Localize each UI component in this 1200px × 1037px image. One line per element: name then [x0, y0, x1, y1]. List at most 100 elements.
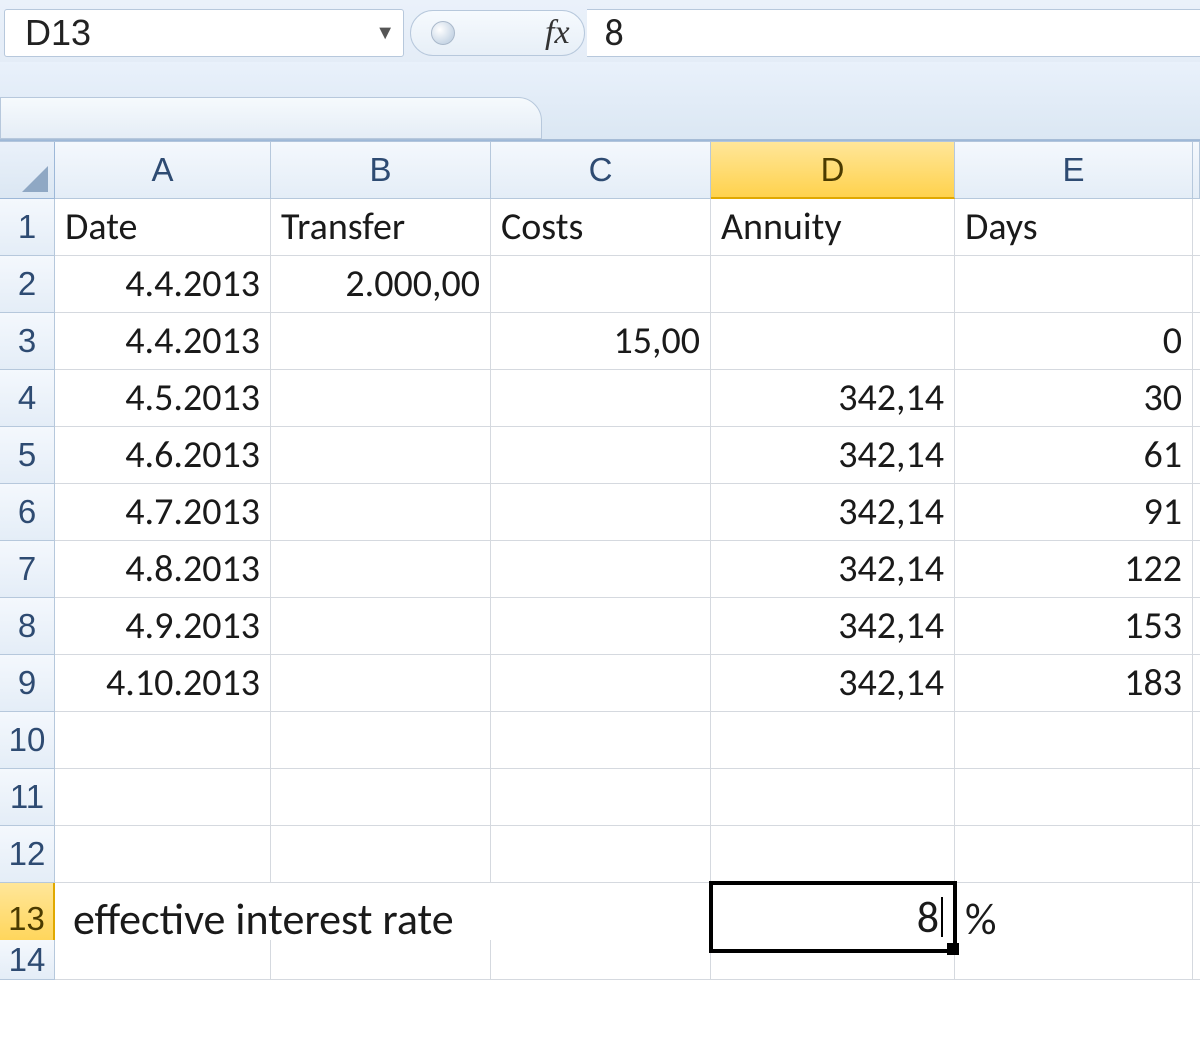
cell-extra-12[interactable] — [1193, 826, 1200, 883]
cell-D1[interactable]: Annuity — [711, 199, 955, 256]
cell-C4[interactable] — [491, 370, 711, 427]
formula-input[interactable]: 8 — [587, 9, 1200, 57]
cell-E2[interactable] — [955, 256, 1193, 313]
row-header-5[interactable]: 5 — [0, 427, 55, 484]
cell-A7[interactable]: 4.8.2013 — [55, 541, 271, 598]
col-header-D[interactable]: D — [711, 142, 955, 199]
cell-E5[interactable]: 61 — [955, 427, 1193, 484]
cell-extra-6[interactable] — [1193, 484, 1200, 541]
cell-A3[interactable]: 4.4.2013 — [55, 313, 271, 370]
cell-D2[interactable] — [711, 256, 955, 313]
cell-B14[interactable] — [271, 940, 491, 980]
row-header-14[interactable]: 14 — [0, 940, 55, 980]
cell-A14[interactable] — [55, 940, 271, 980]
row-header-8[interactable]: 8 — [0, 598, 55, 655]
row-header-6[interactable]: 6 — [0, 484, 55, 541]
cell-D4[interactable]: 342,14 — [711, 370, 955, 427]
cell-extra-4[interactable] — [1193, 370, 1200, 427]
cell-D11[interactable] — [711, 769, 955, 826]
cell-B3[interactable] — [271, 313, 491, 370]
cell-B4[interactable] — [271, 370, 491, 427]
cell-A1[interactable]: Date — [55, 199, 271, 256]
chevron-down-icon[interactable]: ▼ — [375, 21, 395, 45]
cell-E3[interactable]: 0 — [955, 313, 1193, 370]
cell-E7[interactable]: 122 — [955, 541, 1193, 598]
cell-B6[interactable] — [271, 484, 491, 541]
col-header-B[interactable]: B — [271, 142, 491, 199]
cell-B2[interactable]: 2.000,00 — [271, 256, 491, 313]
cell-D12[interactable] — [711, 826, 955, 883]
cell-A8[interactable]: 4.9.2013 — [55, 598, 271, 655]
cell-extra-14[interactable] — [1193, 940, 1200, 980]
cell-D3[interactable] — [711, 313, 955, 370]
cell-E1[interactable]: Days — [955, 199, 1193, 256]
cell-C7[interactable] — [491, 541, 711, 598]
cell-A10[interactable] — [55, 712, 271, 769]
row-header-7[interactable]: 7 — [0, 541, 55, 598]
cell-extra-3[interactable] — [1193, 313, 1200, 370]
cell-extra-7[interactable] — [1193, 541, 1200, 598]
cell-B5[interactable] — [271, 427, 491, 484]
row-header-4[interactable]: 4 — [0, 370, 55, 427]
col-header-E[interactable]: E — [955, 142, 1193, 199]
row-header-2[interactable]: 2 — [0, 256, 55, 313]
cell-C14[interactable] — [491, 940, 711, 980]
cell-A9[interactable]: 4.10.2013 — [55, 655, 271, 712]
cell-extra-10[interactable] — [1193, 712, 1200, 769]
cell-extra-2[interactable] — [1193, 256, 1200, 313]
cell-A11[interactable] — [55, 769, 271, 826]
cell-C8[interactable] — [491, 598, 711, 655]
cell-D5[interactable]: 342,14 — [711, 427, 955, 484]
cell-B10[interactable] — [271, 712, 491, 769]
cell-B1[interactable]: Transfer — [271, 199, 491, 256]
cell-C11[interactable] — [491, 769, 711, 826]
cell-C5[interactable] — [491, 427, 711, 484]
cell-A4[interactable]: 4.5.2013 — [55, 370, 271, 427]
col-header-C[interactable]: C — [491, 142, 711, 199]
fx-icon[interactable]: fx — [545, 14, 570, 52]
cell-B8[interactable] — [271, 598, 491, 655]
cell-A6[interactable]: 4.7.2013 — [55, 484, 271, 541]
cell-extra-5[interactable] — [1193, 427, 1200, 484]
cell-C10[interactable] — [491, 712, 711, 769]
row-header-10[interactable]: 10 — [0, 712, 55, 769]
row-header-12[interactable]: 12 — [0, 826, 55, 883]
cell-D10[interactable] — [711, 712, 955, 769]
cell-C9[interactable] — [491, 655, 711, 712]
name-box[interactable]: D13 ▼ — [4, 9, 404, 57]
col-header-A[interactable]: A — [55, 142, 271, 199]
cell-extra-11[interactable] — [1193, 769, 1200, 826]
row-header-11[interactable]: 11 — [0, 769, 55, 826]
cancel-icon[interactable] — [431, 21, 455, 45]
spreadsheet-grid[interactable]: ABCDE1DateTransferCostsAnnuityDays24.4.2… — [0, 141, 1200, 997]
cell-E9[interactable]: 183 — [955, 655, 1193, 712]
cell-E6[interactable]: 91 — [955, 484, 1193, 541]
cell-D8[interactable]: 342,14 — [711, 598, 955, 655]
cell-A2[interactable]: 4.4.2013 — [55, 256, 271, 313]
cell-D6[interactable]: 342,14 — [711, 484, 955, 541]
cell-C3[interactable]: 15,00 — [491, 313, 711, 370]
cell-E8[interactable]: 153 — [955, 598, 1193, 655]
row-header-9[interactable]: 9 — [0, 655, 55, 712]
row-header-3[interactable]: 3 — [0, 313, 55, 370]
cell-B11[interactable] — [271, 769, 491, 826]
cell-extra-8[interactable] — [1193, 598, 1200, 655]
cell-A12[interactable] — [55, 826, 271, 883]
cell-E11[interactable] — [955, 769, 1193, 826]
cell-C2[interactable] — [491, 256, 711, 313]
cell-D13[interactable]: 8 — [709, 881, 957, 953]
cell-D7[interactable]: 342,14 — [711, 541, 955, 598]
select-all-corner[interactable] — [0, 142, 55, 199]
cell-E14[interactable] — [955, 940, 1193, 980]
cell-B9[interactable] — [271, 655, 491, 712]
cell-C1[interactable]: Costs — [491, 199, 711, 256]
cell-B12[interactable] — [271, 826, 491, 883]
cell-E12[interactable] — [955, 826, 1193, 883]
cell-extra-1[interactable] — [1193, 199, 1200, 256]
cell-A5[interactable]: 4.6.2013 — [55, 427, 271, 484]
cell-D9[interactable]: 342,14 — [711, 655, 955, 712]
col-header-extra[interactable] — [1193, 142, 1200, 199]
cell-C12[interactable] — [491, 826, 711, 883]
cell-E10[interactable] — [955, 712, 1193, 769]
cell-E4[interactable]: 30 — [955, 370, 1193, 427]
